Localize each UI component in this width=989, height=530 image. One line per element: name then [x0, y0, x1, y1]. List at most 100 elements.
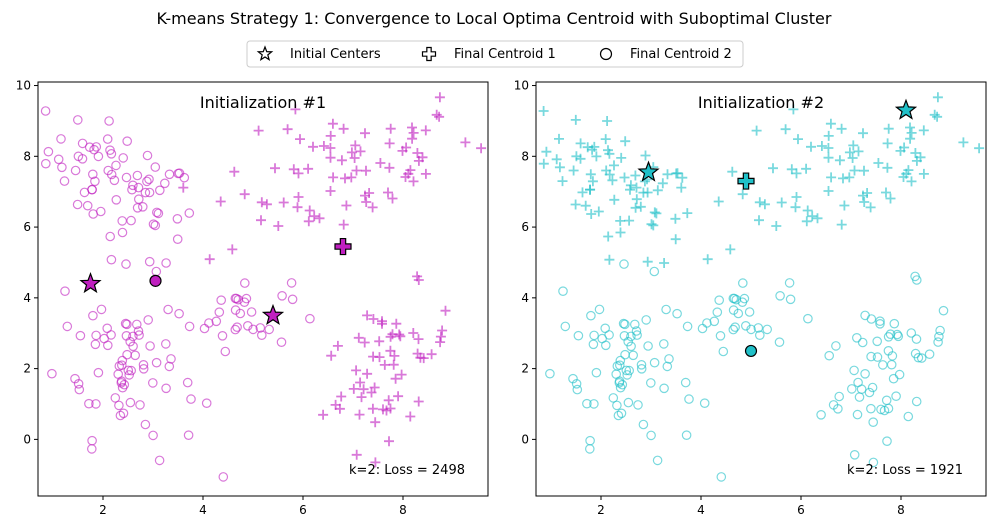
final-centroid-2-marker	[744, 344, 758, 358]
data-point-circle	[854, 392, 865, 402]
data-point-circle	[152, 207, 162, 218]
data-point-circle	[60, 286, 70, 296]
data-point-circle	[138, 359, 149, 370]
data-point-plus	[849, 165, 860, 176]
data-point-circle	[885, 329, 896, 339]
data-point-plus	[391, 318, 402, 329]
data-point-circle	[889, 318, 900, 329]
data-point-circle	[148, 430, 158, 441]
data-point-circle	[588, 339, 599, 350]
data-point-plus	[327, 118, 338, 129]
data-point-plus	[326, 350, 337, 361]
data-point-circle	[133, 182, 144, 193]
data-point-circle	[128, 180, 138, 191]
data-point-plus	[460, 137, 471, 148]
data-point-circle	[214, 307, 225, 317]
data-point-circle	[728, 293, 739, 304]
data-point-circle	[161, 339, 171, 349]
data-point-circle	[218, 472, 229, 482]
data-point-plus	[602, 116, 613, 126]
axes-frame	[535, 81, 987, 497]
data-point-circle	[122, 136, 132, 146]
data-point-plus	[349, 153, 360, 163]
data-point-circle	[740, 320, 751, 331]
data-point-circle	[883, 331, 894, 342]
data-point-plus	[630, 202, 641, 213]
data-point-circle	[119, 379, 130, 390]
data-point-plus	[751, 125, 762, 136]
data-point-circle	[124, 370, 134, 380]
data-point-plus	[420, 125, 431, 136]
data-point-circle	[111, 195, 122, 205]
data-point-circle	[243, 320, 253, 331]
data-point-circle	[699, 398, 710, 408]
data-point-circle	[184, 208, 195, 218]
data-point-circle	[632, 330, 642, 340]
data-point-plus	[227, 244, 238, 255]
data-point-circle	[155, 185, 165, 196]
data-point-plus	[806, 141, 816, 152]
y-tick-label: 4	[521, 291, 529, 305]
data-point-plus	[355, 146, 366, 157]
data-point-circle	[785, 294, 796, 305]
data-point-plus	[727, 166, 738, 177]
data-point-plus	[405, 411, 416, 422]
data-point-plus	[413, 334, 424, 345]
data-point-circle	[629, 319, 640, 330]
data-point-plus	[318, 141, 329, 151]
data-point-plus	[754, 215, 764, 226]
data-point-circle	[875, 316, 885, 326]
data-point-plus	[836, 123, 847, 134]
data-point-plus	[791, 192, 802, 202]
data-point-plus	[325, 152, 336, 163]
data-point-circle	[866, 403, 876, 414]
data-point-circle	[883, 345, 894, 356]
data-point-plus	[662, 169, 673, 180]
panel-initialization-1: 2 4 6 8 0 2 4 6 8 10 Initialization #1 k=2: Loss = …	[16, 79, 489, 517]
data-point-plus	[906, 176, 917, 187]
data-point-plus	[844, 172, 855, 183]
data-point-plus	[239, 189, 250, 200]
data-point-circle	[104, 116, 114, 126]
data-point-plus	[910, 148, 921, 158]
data-point-circle	[860, 368, 870, 379]
data-point-plus	[570, 114, 581, 125]
data-point-plus	[631, 182, 642, 193]
data-point-plus	[328, 172, 339, 183]
panel-initialization-2: 2 4 6 8 0 2 4 6 8 10 Initialization #2 k=2: Loss = …	[514, 79, 987, 517]
data-point-circle	[659, 383, 669, 394]
data-point-plus	[575, 138, 586, 149]
data-point-circle	[123, 365, 134, 376]
y-tick-label: 0	[521, 432, 529, 446]
data-point-plus	[615, 215, 626, 226]
data-point-plus	[346, 172, 357, 183]
data-point-circle	[718, 346, 729, 357]
data-point-circle	[111, 160, 121, 171]
data-point-circle	[174, 168, 185, 178]
data-point-plus	[754, 197, 765, 208]
data-point-circle	[138, 363, 149, 374]
data-point-circle	[568, 373, 578, 384]
data-point-circle	[892, 329, 902, 340]
data-point-plus	[413, 275, 424, 285]
data-point-circle	[105, 231, 115, 242]
legend-star-marker	[256, 45, 274, 62]
data-point-plus	[554, 162, 565, 173]
legend-label-initial-centers: Initial Centers	[290, 47, 381, 62]
data-point-plus	[672, 168, 683, 179]
data-point-circle	[217, 330, 228, 341]
data-point-plus	[293, 168, 304, 179]
data-point-plus	[619, 172, 630, 183]
data-point-plus	[826, 172, 837, 183]
data-point-plus	[385, 345, 396, 356]
data-point-circle	[163, 304, 173, 315]
data-point-plus	[823, 143, 834, 153]
data-point-plus	[278, 197, 289, 208]
axes-frame	[37, 81, 489, 497]
data-point-plus	[256, 215, 266, 226]
data-point-plus	[426, 349, 437, 360]
data-point-plus	[401, 142, 412, 153]
data-point-circle	[633, 400, 643, 410]
data-point-plus	[229, 166, 240, 177]
data-point-circle	[264, 324, 274, 335]
